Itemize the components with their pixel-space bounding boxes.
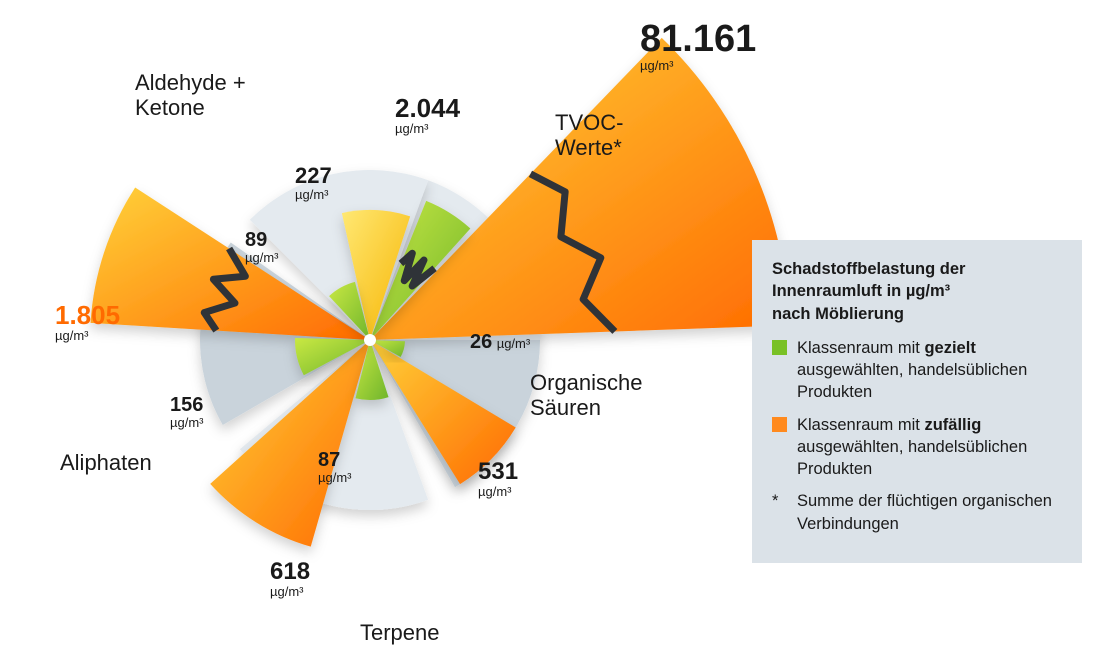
orange-value-ald_ket: 227µg/m³ (295, 165, 332, 203)
category-label-terpene: Terpene (360, 620, 440, 645)
legend-footnote-text: Summe der flüchtigen organischen Verbind… (797, 490, 1062, 535)
green-value-ald_ket: 89µg/m³ (245, 230, 279, 266)
legend-text-green: Klassenraum mit gezielt ausgewählten, ha… (797, 337, 1062, 404)
infographic-stage: TVOC-Werte* 2.044µg/m³ 81.161µg/m³ Organisc… (0, 0, 1100, 646)
orange-value-org_acid: 531µg/m³ (478, 460, 518, 500)
green-value-aliph: 156µg/m³ (170, 395, 204, 431)
category-label-org_acid: OrganischeSäuren (530, 370, 643, 421)
green-value-terpene: 87µg/m³ (318, 450, 352, 486)
legend-title: Schadstoffbelastung der Innenraumluft in… (772, 258, 1062, 325)
orange-value-terpene: 618µg/m³ (270, 560, 310, 600)
orange-value-tvoc: 81.161µg/m³ (640, 20, 756, 74)
asterisk-icon: * (772, 490, 787, 512)
legend-swatch-green (772, 340, 787, 355)
legend-text-orange: Klassenraum mit zufällig ausgewählten, h… (797, 414, 1062, 481)
category-label-ald_ket: Aldehyde +Ketone (135, 70, 246, 121)
orange-value-aliph: 1.805µg/m³ (55, 302, 120, 344)
green-value-org_acid: 26 µg/m³ (470, 332, 530, 352)
legend-item-orange: Klassenraum mit zufällig ausgewählten, h… (772, 414, 1062, 481)
category-label-tvoc: TVOC-Werte* (555, 110, 623, 161)
legend-footnote: * Summe der flüchtigen organischen Verbi… (772, 490, 1062, 535)
green-value-tvoc: 2.044µg/m³ (395, 95, 460, 137)
legend-swatch-orange (772, 417, 787, 432)
legend-item-green: Klassenraum mit gezielt ausgewählten, ha… (772, 337, 1062, 404)
legend-box: Schadstoffbelastung der Innenraumluft in… (752, 240, 1082, 563)
category-label-aliph: Aliphaten (60, 450, 152, 475)
